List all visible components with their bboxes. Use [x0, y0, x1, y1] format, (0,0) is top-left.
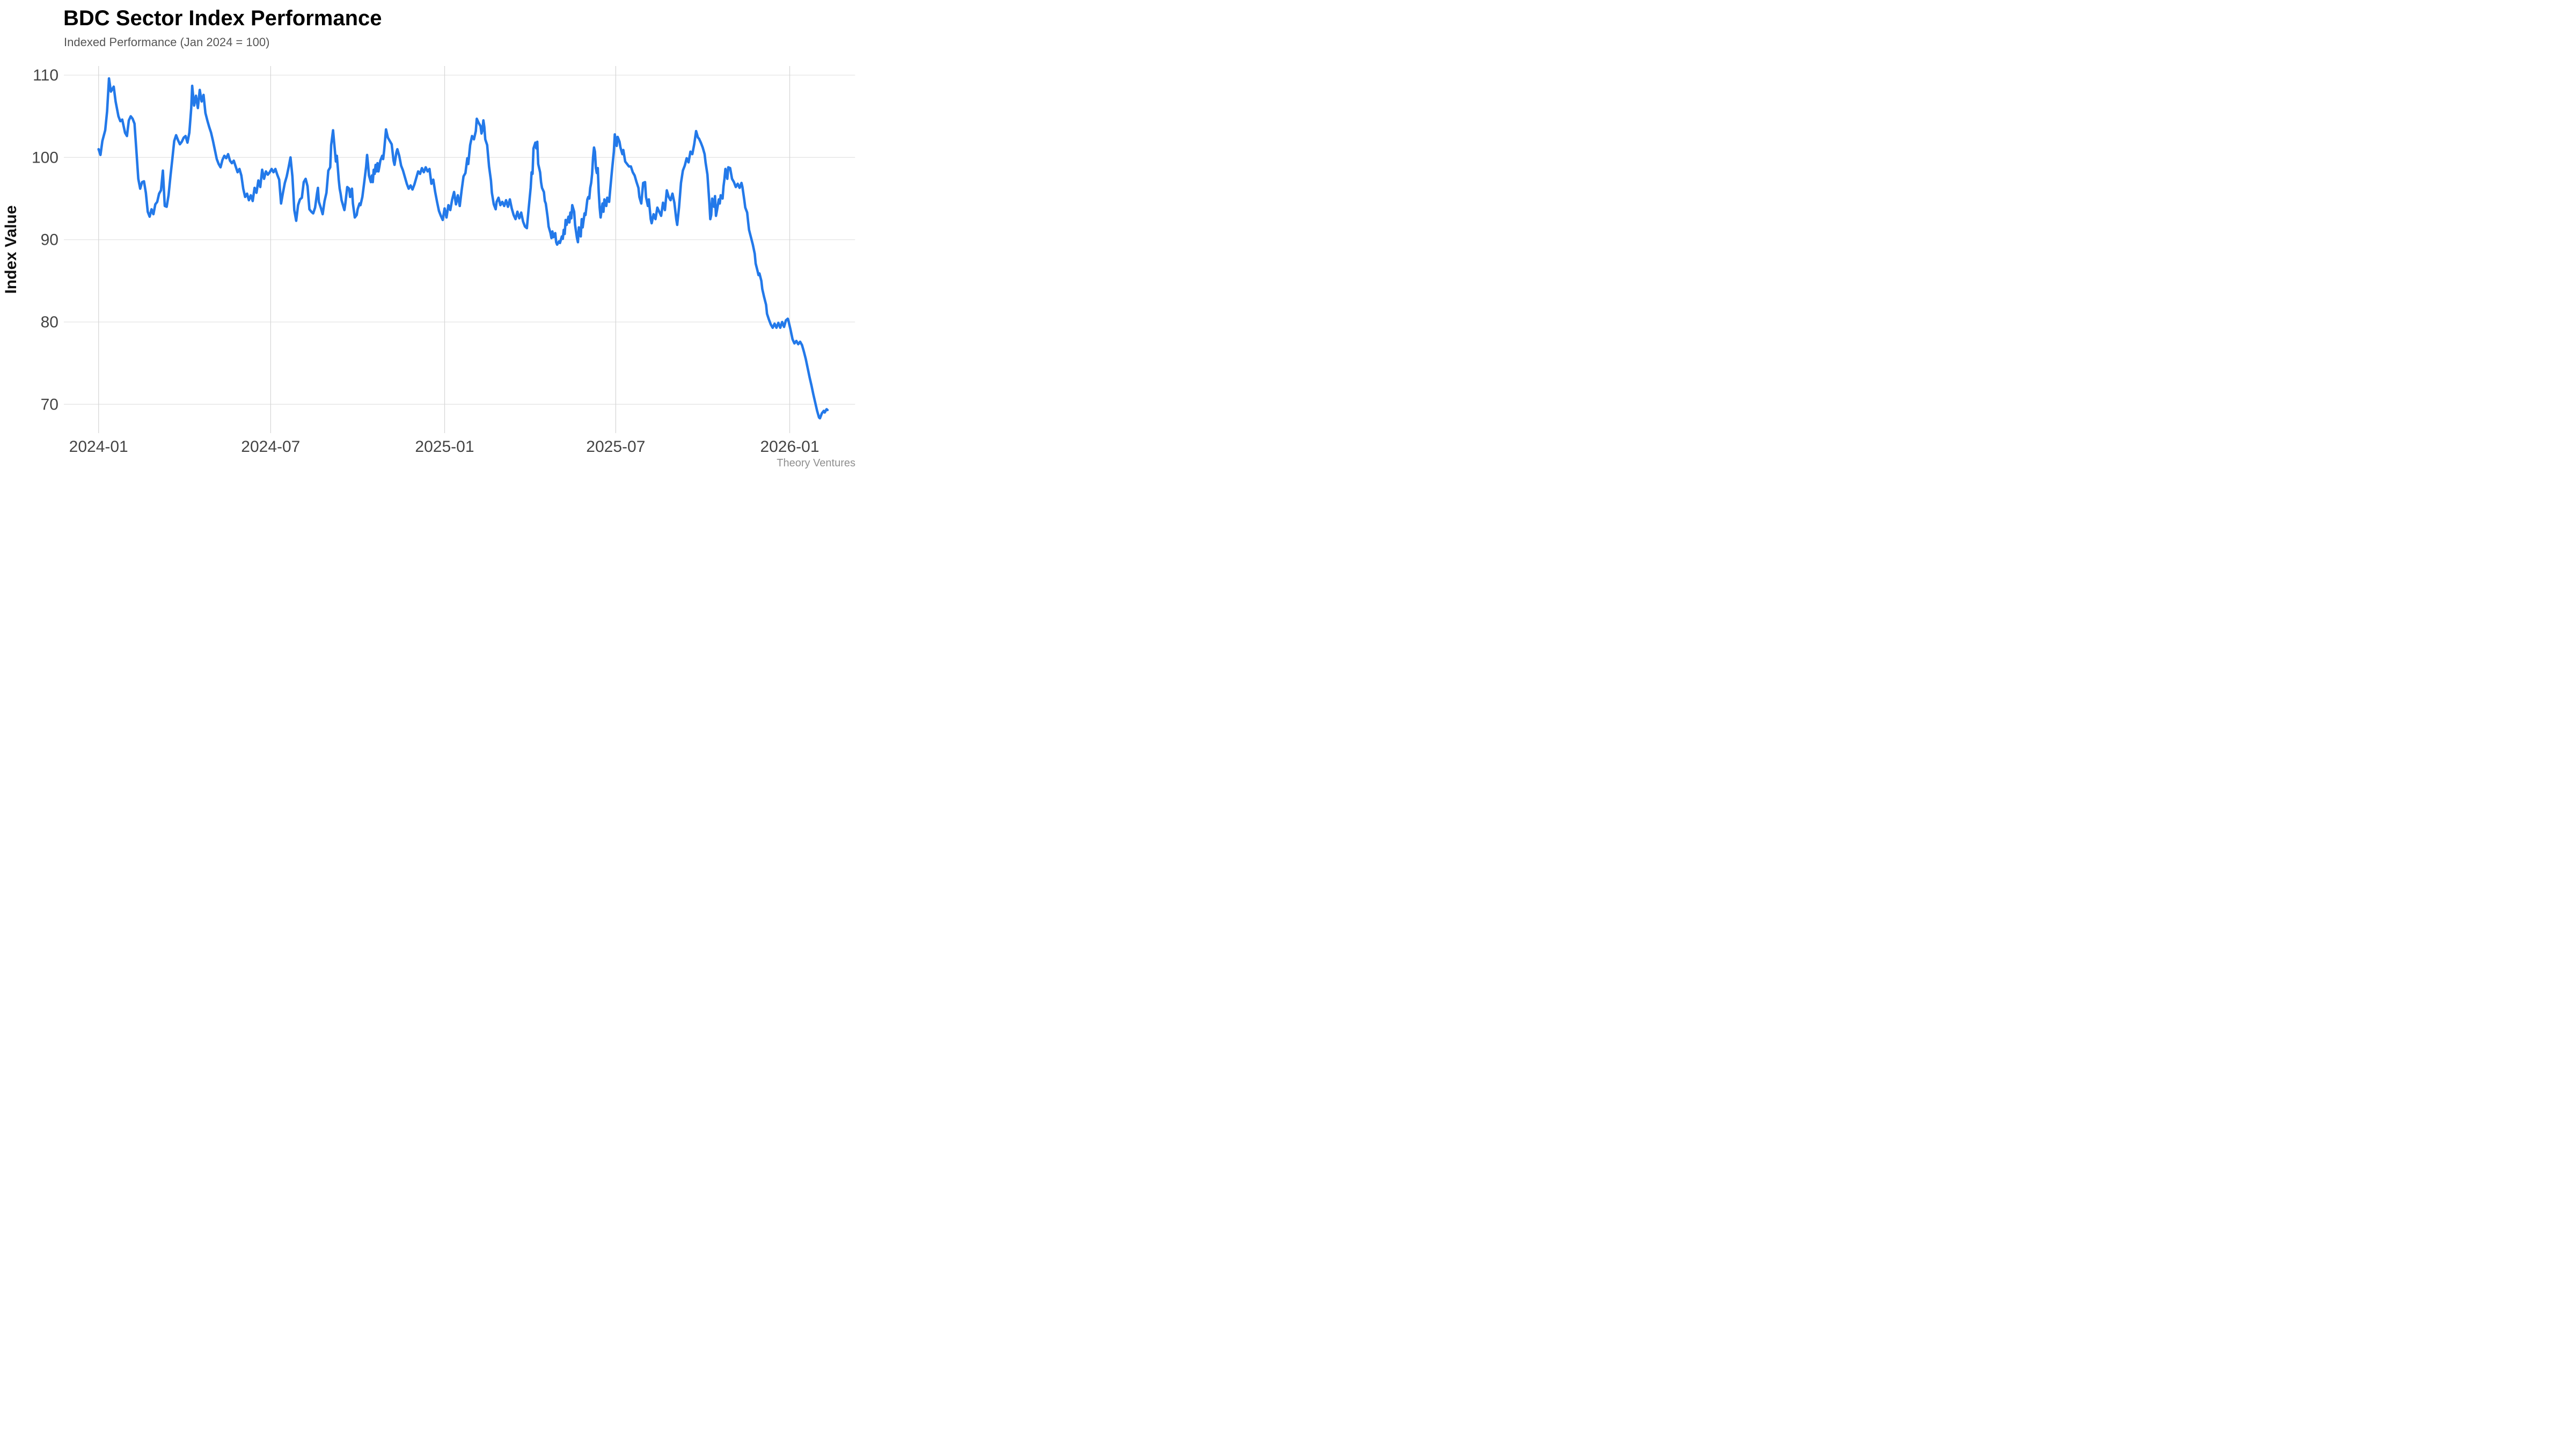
y-tick-label: 80: [41, 313, 58, 331]
chart-subtitle: Indexed Performance (Jan 2024 = 100): [64, 35, 270, 49]
index-series-line: [97, 77, 829, 420]
x-tick-label: 2024-07: [241, 438, 300, 456]
y-axis-title: Index Value: [2, 205, 20, 294]
chart-container: BDC Sector Index Performance Indexed Per…: [0, 0, 859, 483]
y-tick-label: 90: [41, 231, 58, 249]
x-tick-label: 2025-01: [415, 438, 474, 456]
y-tick-label: 110: [33, 67, 58, 84]
chart-title: BDC Sector Index Performance: [63, 6, 382, 30]
y-tick-label: 70: [41, 396, 58, 413]
x-tick-label: 2024-01: [69, 438, 128, 456]
x-tick-label: 2026-01: [760, 438, 819, 456]
attribution-label: Theory Ventures: [777, 457, 855, 469]
line-chart-canvas: 70 80 90 100 110 2024-01 2024-07 2025-01 2025-07…: [2, 66, 855, 456]
y-tick-label: 100: [32, 149, 58, 166]
x-tick-label: 2025-07: [586, 438, 645, 456]
